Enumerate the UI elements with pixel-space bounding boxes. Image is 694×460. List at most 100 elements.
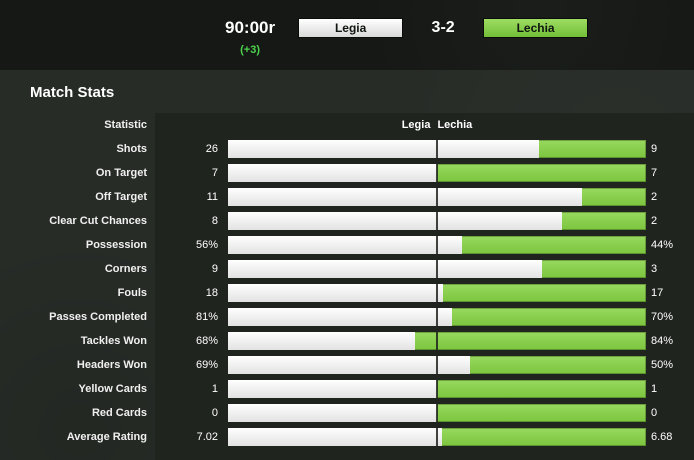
away-value: 2 <box>651 191 658 203</box>
stat-bar <box>228 236 646 254</box>
stat-bar <box>228 404 646 422</box>
stat-label: On Target <box>95 167 147 179</box>
stat-bar <box>228 212 646 230</box>
home-bar-fill <box>228 356 471 374</box>
home-value: 69% <box>195 359 218 371</box>
stat-label: Fouls <box>117 287 147 299</box>
stat-row: Off Target 11 2 <box>0 185 694 209</box>
stat-values: 26 9 <box>155 137 694 161</box>
stat-label: Off Target <box>95 191 147 203</box>
stat-row: Fouls 18 17 <box>0 281 694 305</box>
bar-center-divider <box>436 164 438 182</box>
stat-bar <box>228 332 646 350</box>
home-bar-fill <box>228 212 563 230</box>
home-value: 7 <box>211 167 218 179</box>
home-value: 26 <box>205 143 218 155</box>
stat-bar <box>228 284 646 302</box>
stat-row: Shots 26 9 <box>0 137 694 161</box>
stat-label: Clear Cut Chances <box>49 215 147 227</box>
home-bar-fill <box>228 380 437 398</box>
stat-bar <box>228 428 646 446</box>
stat-row: Tackles Won 68% 84% <box>0 329 694 353</box>
home-value: 81% <box>195 311 218 323</box>
bar-center-divider <box>436 332 438 350</box>
stats-header-row: Statistic Legia Lechia <box>0 113 694 137</box>
statistic-column-header: Statistic <box>104 119 147 131</box>
bar-center-divider <box>436 428 438 446</box>
stats-rows: Shots 26 9 On Target 7 7 Off Target 11 <box>0 137 694 449</box>
stat-bar <box>228 356 646 374</box>
stats-table: Statistic Legia Lechia Shots 26 9 On Tar… <box>0 113 694 460</box>
stat-values: 11 2 <box>155 185 694 209</box>
away-value: 6.68 <box>651 431 673 443</box>
home-bar-fill <box>228 236 463 254</box>
stat-values: 56% 44% <box>155 233 694 257</box>
home-bar-fill <box>228 164 437 182</box>
stat-values: 9 3 <box>155 257 694 281</box>
home-bar-fill <box>228 188 582 206</box>
away-team-header: Lechia <box>437 119 473 131</box>
stat-bar <box>228 164 646 182</box>
bar-center-divider <box>436 236 438 254</box>
match-clock: 90:00r <box>225 18 276 37</box>
home-bar-fill <box>228 428 443 446</box>
stat-bar <box>228 188 646 206</box>
home-team-header: Legia <box>401 119 431 131</box>
away-value: 70% <box>651 311 674 323</box>
home-bar-fill <box>228 404 437 422</box>
bar-center-divider <box>436 404 438 422</box>
away-value: 2 <box>651 215 658 227</box>
stat-values: 7 7 <box>155 161 694 185</box>
stat-values: 8 2 <box>155 209 694 233</box>
bar-center-divider <box>436 260 438 278</box>
stat-values: 81% 70% <box>155 305 694 329</box>
added-time: (+3) <box>240 44 260 56</box>
away-value: 84% <box>651 335 674 347</box>
stat-label: Red Cards <box>91 407 147 419</box>
home-value: 7.02 <box>196 431 218 443</box>
team-column-headers: Legia Lechia <box>155 113 694 137</box>
stat-label: Passes Completed <box>49 311 147 323</box>
stat-row: On Target 7 7 <box>0 161 694 185</box>
home-value: 68% <box>195 335 218 347</box>
stat-row: Corners 9 3 <box>0 257 694 281</box>
home-bar-fill <box>228 140 539 158</box>
stat-bar <box>228 260 646 278</box>
team-headers: Legia Lechia <box>228 119 646 131</box>
away-value: 3 <box>651 263 658 275</box>
stat-values: 0 0 <box>155 401 694 425</box>
away-value: 7 <box>651 167 658 179</box>
away-value: 44% <box>651 239 674 251</box>
stat-row: Average Rating 7.02 6.68 <box>0 425 694 449</box>
away-value: 0 <box>651 407 658 419</box>
bar-center-divider <box>436 284 438 302</box>
home-value: 56% <box>195 239 218 251</box>
home-bar-fill <box>228 308 453 326</box>
home-bar-fill <box>228 260 542 278</box>
bar-center-divider <box>436 356 438 374</box>
home-team-button[interactable]: Legia <box>298 18 404 38</box>
score: 3-2 <box>431 19 455 36</box>
bar-center-divider <box>436 380 438 398</box>
stat-row: Headers Won 69% 50% <box>0 353 694 377</box>
stat-label: Possession <box>85 239 147 251</box>
stat-values: 69% 50% <box>155 353 694 377</box>
home-value: 9 <box>211 263 218 275</box>
stat-label: Shots <box>116 143 147 155</box>
stat-values: 1 1 <box>155 377 694 401</box>
stat-label: Corners <box>104 263 147 275</box>
home-value: 1 <box>211 383 218 395</box>
stat-values: 7.02 6.68 <box>155 425 694 449</box>
match-time-block: 90:00r (+3) <box>225 18 275 56</box>
home-value: 11 <box>206 191 218 203</box>
stat-bar <box>228 308 646 326</box>
stat-bar <box>228 140 646 158</box>
bar-center-divider <box>436 140 438 158</box>
away-team-button[interactable]: Lechia <box>483 18 589 38</box>
scoreboard-bar: 90:00r (+3) Legia 3-2 Lechia <box>0 0 694 70</box>
scoreline: 90:00r (+3) Legia 3-2 Lechia <box>225 18 589 56</box>
away-value: 17 <box>651 287 664 299</box>
stat-label: Yellow Cards <box>78 383 147 395</box>
stat-row: Passes Completed 81% 70% <box>0 305 694 329</box>
home-value: 8 <box>211 215 218 227</box>
